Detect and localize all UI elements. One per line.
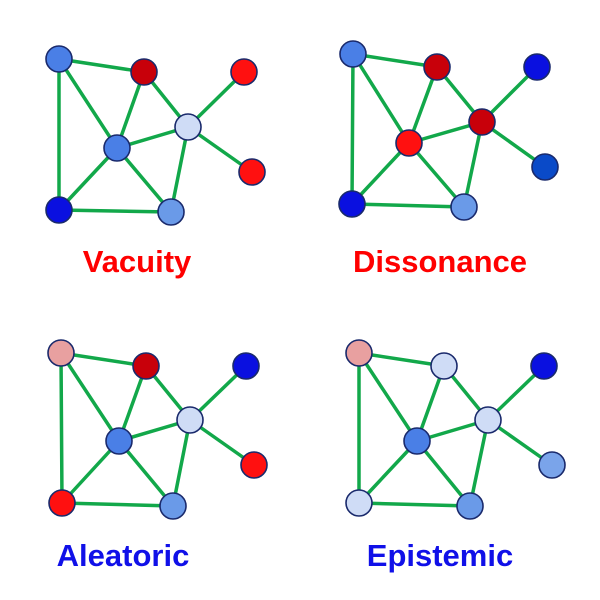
graph-node [531, 153, 559, 181]
graph-edge [357, 351, 446, 368]
panel-epistemic [345, 339, 566, 520]
graph-node [538, 451, 566, 479]
graph-node [474, 406, 502, 434]
graph-node [403, 427, 431, 455]
graph-edge [59, 351, 148, 368]
graph-edge [171, 418, 192, 508]
graph-node [174, 113, 202, 141]
graph-node [130, 58, 158, 86]
graph-node [176, 406, 204, 434]
graph-node [423, 53, 451, 81]
graph-edge [115, 146, 173, 214]
graph-edge [57, 57, 119, 150]
graph-edge [350, 52, 355, 206]
panel-vacuity [45, 45, 266, 226]
graph-node [105, 427, 133, 455]
panel-dissonance [338, 40, 559, 221]
graph-edge [59, 351, 121, 443]
graph-edge [415, 439, 472, 508]
graph-edge [59, 351, 64, 505]
graph-node [47, 339, 75, 367]
graph-edge [350, 141, 411, 206]
graph-edge [468, 418, 490, 508]
graph-edge [357, 501, 472, 508]
graph-edge [407, 141, 466, 209]
graph-edge [60, 501, 175, 508]
graph-edge [57, 146, 119, 212]
graph-node [230, 58, 258, 86]
graph-edge [351, 52, 411, 145]
graph-node [468, 108, 496, 136]
graph-node [48, 489, 76, 517]
title-dissonance: Dissonance [353, 244, 527, 279]
graph-edge [357, 439, 419, 505]
graph-node [45, 45, 73, 73]
graph-node [338, 190, 366, 218]
panel-aleatoric [47, 339, 268, 520]
graph-node [45, 196, 73, 224]
graph-node [450, 193, 478, 221]
title-vacuity: Vacuity [83, 244, 192, 279]
graph-node [157, 198, 185, 226]
graph-node [456, 492, 484, 520]
graph-edge [57, 208, 173, 214]
graph-node [339, 40, 367, 68]
graph-edge [357, 351, 419, 443]
graph-node [132, 352, 160, 380]
graph-edge [60, 439, 121, 505]
graph-node [159, 492, 187, 520]
title-epistemic: Epistemic [367, 538, 513, 573]
graph-node [523, 53, 551, 81]
graph-node [530, 352, 558, 380]
graph-edge [169, 125, 190, 214]
graph-edge [57, 57, 146, 74]
title-aleatoric: Aleatoric [57, 538, 190, 573]
graph-edge [117, 439, 175, 508]
graph-edge [350, 202, 466, 209]
graph-node [232, 352, 260, 380]
graph-node [345, 339, 373, 367]
graph-node [395, 129, 423, 157]
graph-node [238, 158, 266, 186]
graph-node [430, 352, 458, 380]
graph-node [103, 134, 131, 162]
graph-node [345, 489, 373, 517]
graph-edge [351, 52, 439, 69]
graph-node [240, 451, 268, 479]
graph-edge [462, 120, 484, 209]
